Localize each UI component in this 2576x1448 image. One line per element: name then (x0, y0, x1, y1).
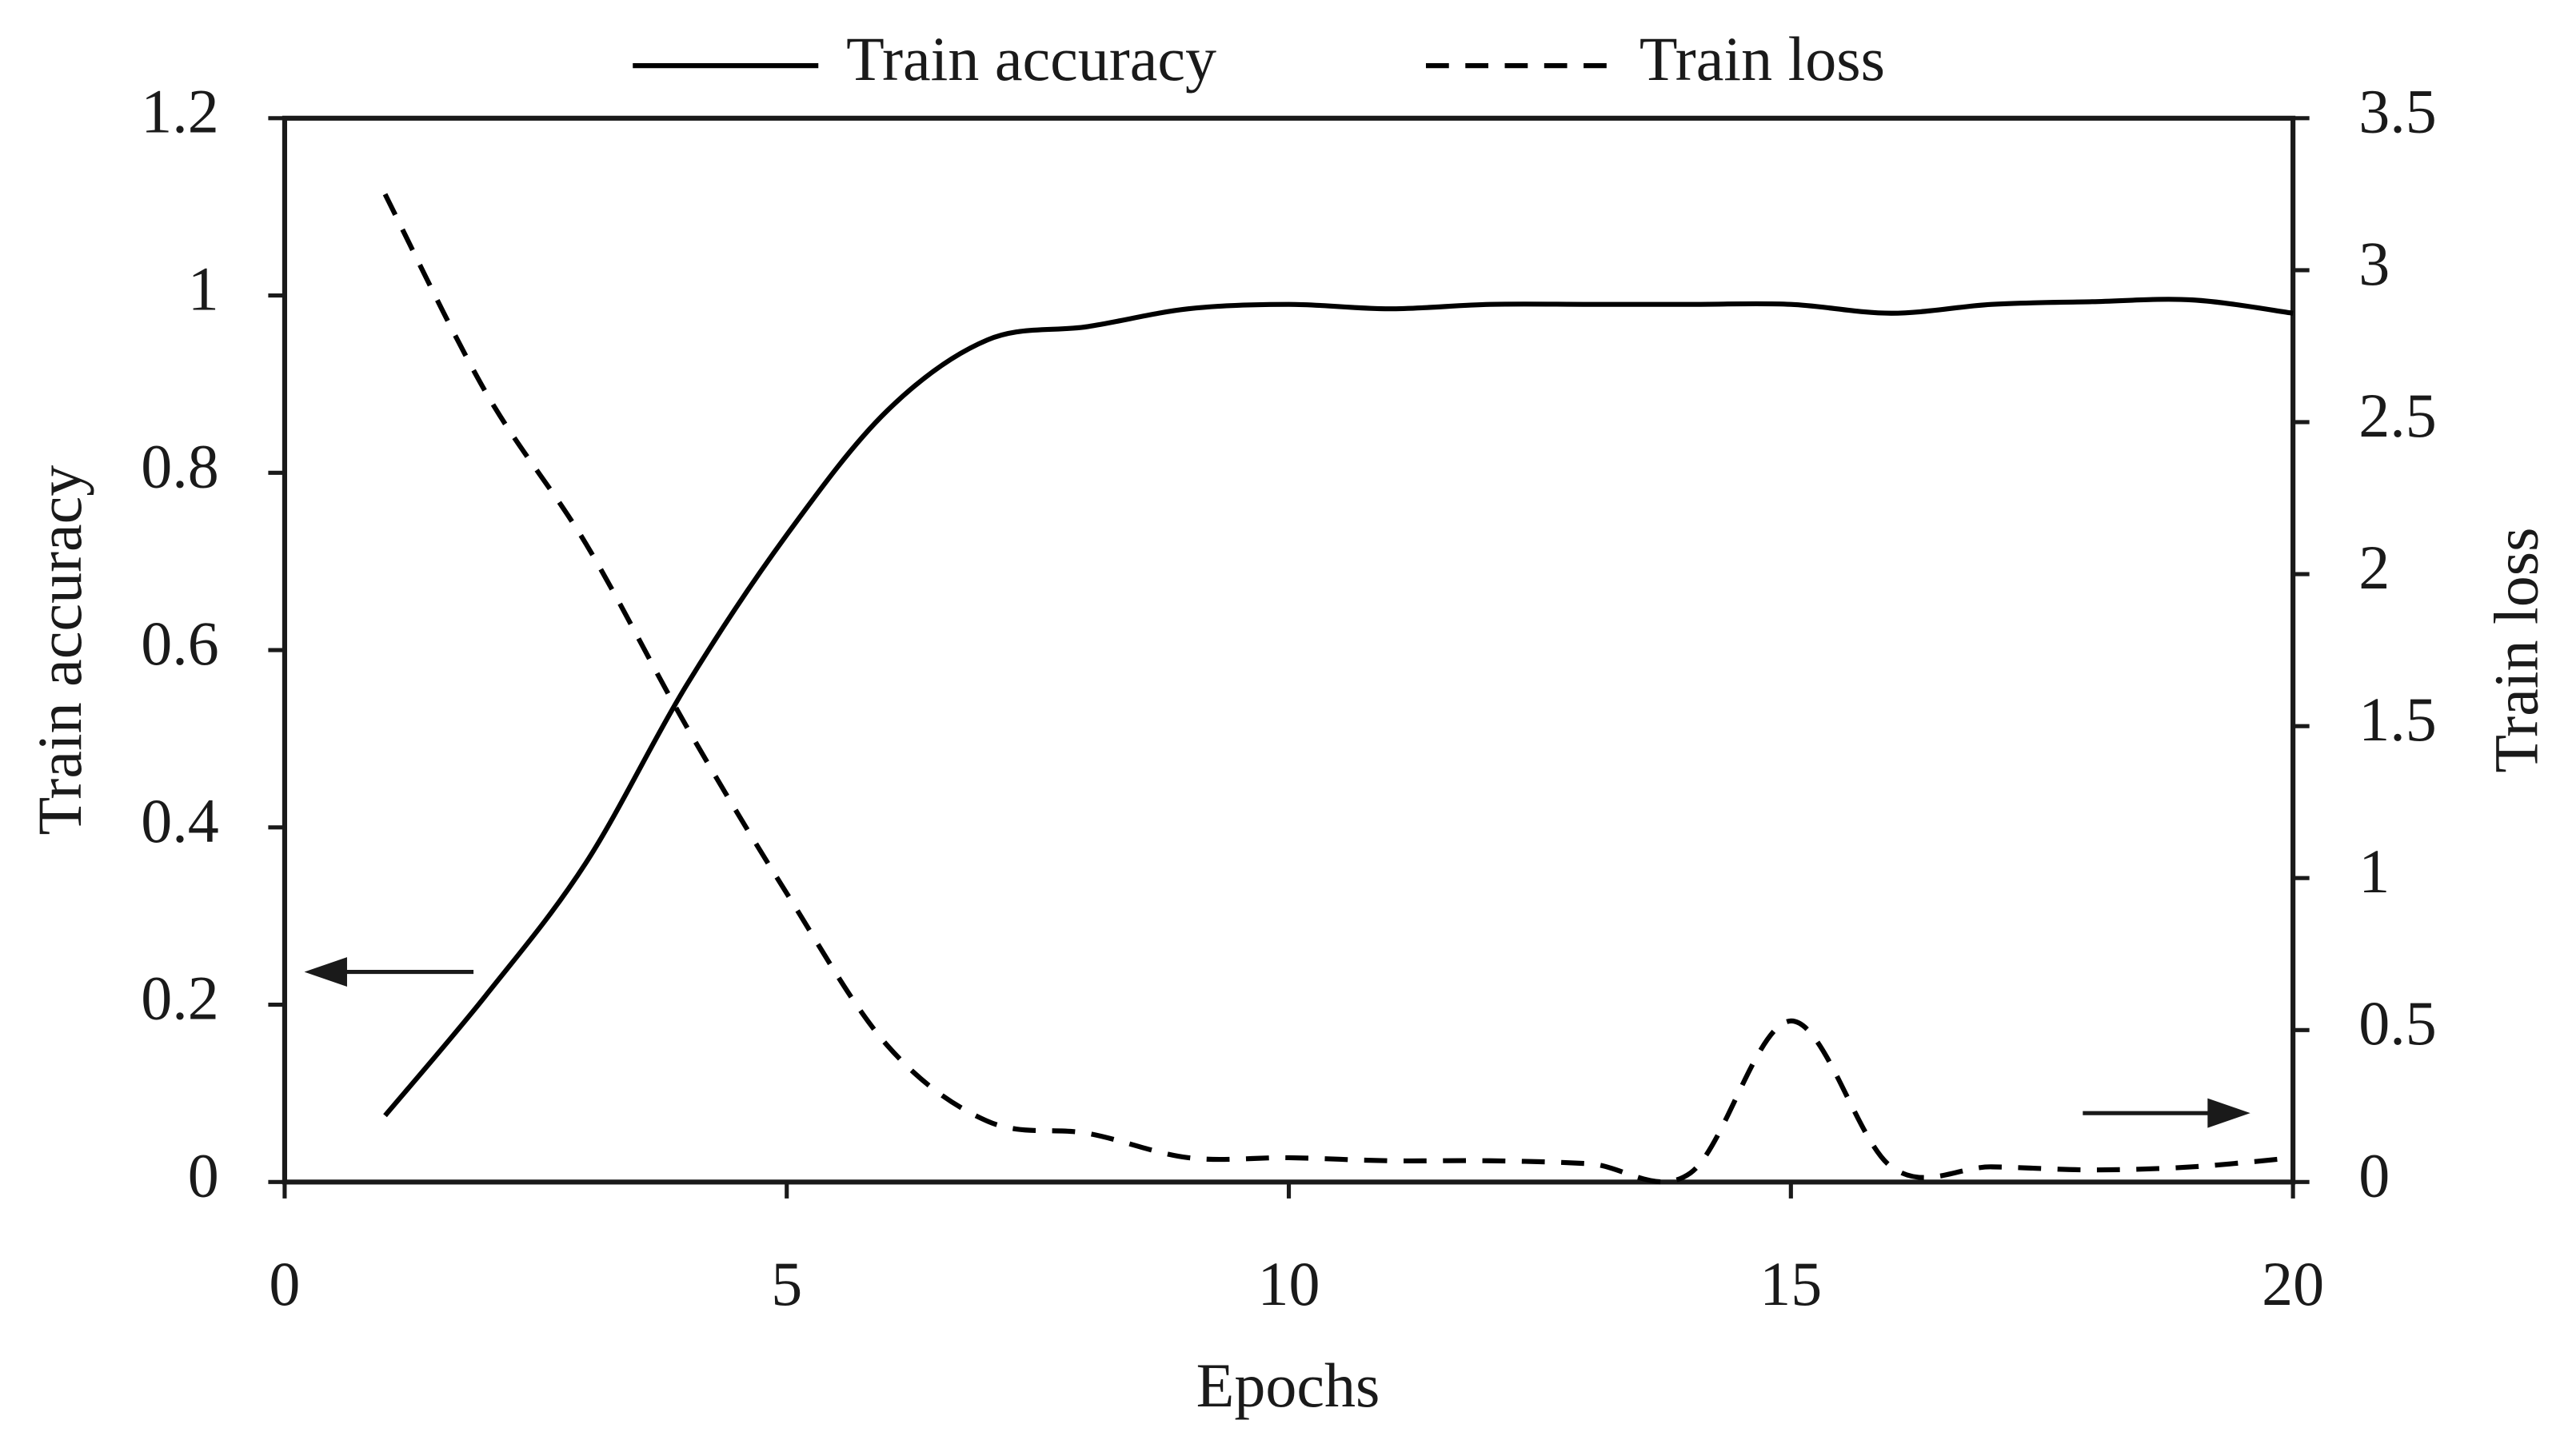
y2-tick-label: 3 (2358, 229, 2390, 298)
y-axis-label: Train accuracy (25, 465, 94, 836)
series-line (383, 297, 2294, 1118)
y2-tick-label: 2 (2358, 533, 2390, 602)
x-tick-label: 5 (771, 1249, 802, 1318)
y-tick-label: 0.6 (141, 608, 219, 678)
x-tick-label: 20 (2262, 1249, 2324, 1318)
y2-tick-label: 1 (2358, 836, 2390, 906)
legend-label: Train loss (1639, 24, 1885, 94)
y2-tick-label: 0.5 (2358, 988, 2437, 1058)
x-tick-label: 0 (269, 1249, 300, 1318)
y-tick-label: 0.4 (141, 786, 219, 856)
left-arrow (304, 957, 474, 987)
y-tick-label: 1.2 (141, 77, 219, 146)
y2-tick-label: 3.5 (2358, 77, 2437, 146)
series-line (382, 193, 2294, 1185)
x-tick-label: 15 (1759, 1249, 1822, 1318)
legend-label: Train accuracy (846, 24, 1216, 94)
y2-axis-label: Train loss (2481, 528, 2550, 773)
x-axis-label: Epochs (1196, 1350, 1380, 1420)
y2-tick-label: 2.5 (2358, 381, 2437, 450)
right-arrow (2083, 1098, 2251, 1128)
y2-tick-label: 1.5 (2358, 684, 2437, 754)
y-tick-label: 1 (188, 253, 219, 323)
x-tick-label: 10 (1258, 1249, 1320, 1318)
plot-frame (282, 115, 2296, 1185)
y-tick-label: 0.2 (141, 963, 219, 1033)
y-tick-label: 0 (188, 1140, 219, 1210)
y2-tick-label: 0 (2358, 1140, 2390, 1210)
y-tick-label: 0.8 (141, 431, 219, 501)
